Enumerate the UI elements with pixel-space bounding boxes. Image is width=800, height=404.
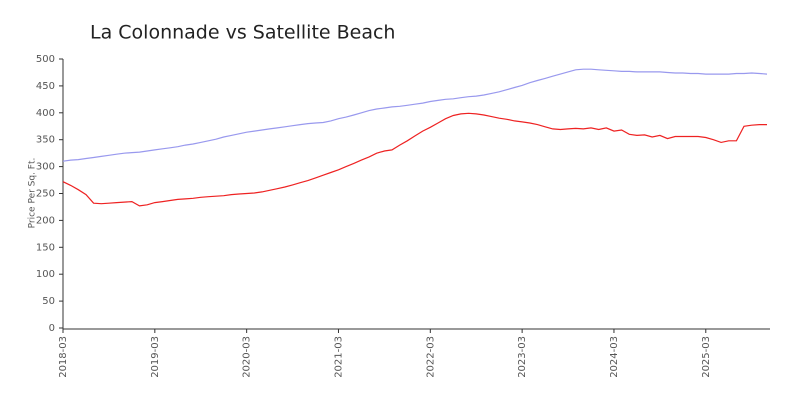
y-tick-label: 100: [36, 269, 55, 280]
y-tick-label: 400: [36, 108, 55, 119]
y-tick-label: 350: [36, 135, 55, 146]
y-axis-label: Price Per Sq. Ft.: [28, 158, 38, 229]
x-tick-label: 2020-03: [242, 336, 253, 378]
x-tick-label: 2024-03: [609, 336, 620, 378]
y-tick-label: 50: [42, 296, 55, 307]
series-line: [62, 112, 767, 207]
x-tick-label: 2019-03: [150, 336, 161, 378]
y-tick-label: 200: [36, 215, 55, 226]
chart-title: La Colonnade vs Satellite Beach: [90, 22, 395, 44]
y-tick-label: 300: [36, 162, 55, 173]
y-tick-label: 250: [36, 189, 55, 200]
x-tick-label: 2025-03: [701, 336, 712, 378]
y-tick-label: 150: [36, 242, 55, 253]
y-tick-label: 500: [36, 54, 55, 65]
x-tick-label: 2022-03: [425, 336, 436, 378]
y-tick-label: 0: [49, 323, 55, 334]
x-tick-label: 2021-03: [333, 336, 344, 378]
x-tick-label: 2018-03: [58, 336, 69, 378]
series-line: [62, 68, 768, 162]
y-tick-label: 450: [36, 81, 55, 92]
x-tick-label: 2023-03: [517, 336, 528, 378]
